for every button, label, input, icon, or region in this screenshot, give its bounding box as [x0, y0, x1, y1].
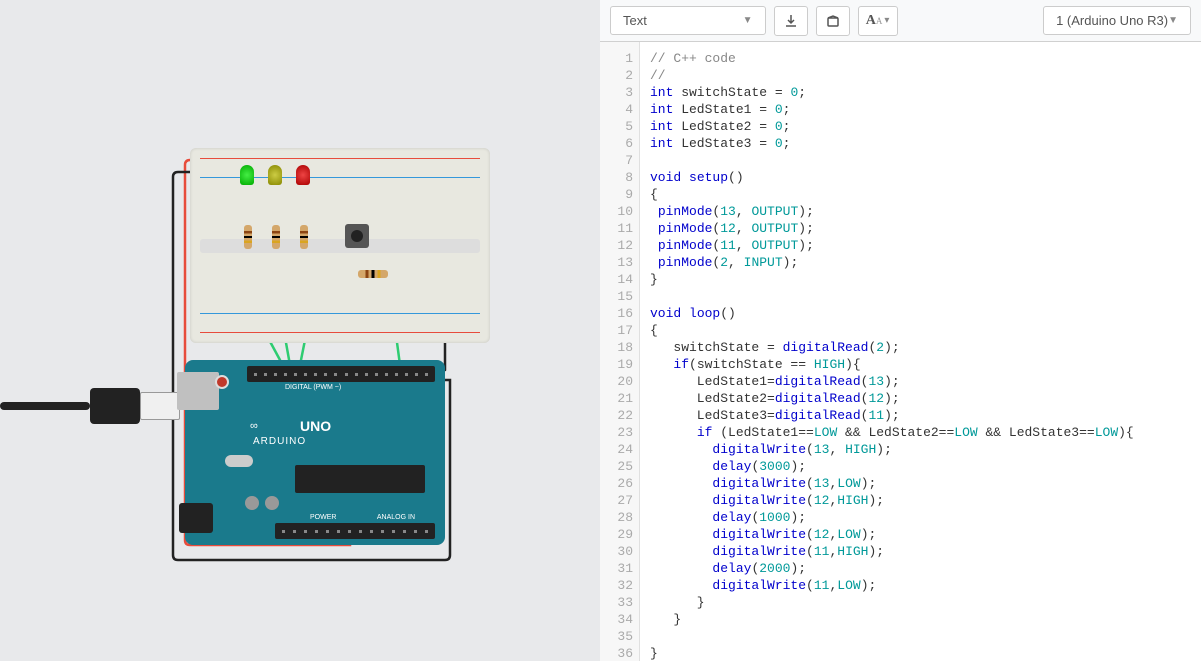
arduino-reset-button[interactable] — [215, 375, 229, 389]
arduino-power-jack — [179, 503, 213, 533]
arduino-digital-headers — [247, 366, 435, 382]
font-large-icon: A — [866, 13, 876, 29]
library-button[interactable] — [816, 6, 850, 36]
code-mode-dropdown[interactable]: Text ▼ — [610, 6, 766, 35]
caret-down-icon: ▾ — [884, 15, 889, 26]
download-button[interactable] — [774, 6, 808, 36]
code-content[interactable]: // C++ code//int switchState = 0;int Led… — [640, 42, 1201, 661]
library-icon — [826, 14, 840, 28]
arduino-digital-label: DIGITAL (PWM ~) — [285, 384, 341, 391]
arduino-capacitor — [265, 496, 279, 510]
arduino-uno-label: UNO — [300, 418, 331, 434]
led-red[interactable] — [296, 165, 310, 185]
breadboard[interactable] — [190, 148, 490, 343]
resistor-2[interactable] — [272, 225, 280, 249]
arduino-power-analog-headers — [275, 523, 435, 539]
pushbutton[interactable] — [345, 224, 369, 248]
arduino-uno[interactable]: ∞ UNO ARDUINO DIGITAL (PWM ~) POWER ANAL… — [185, 360, 445, 545]
font-small-icon: A — [876, 16, 883, 26]
arduino-logo-icon: ∞ — [250, 420, 258, 432]
breadboard-main — [200, 186, 480, 305]
arduino-usb-port — [177, 372, 219, 410]
resistor-3[interactable] — [300, 225, 308, 249]
usb-cable — [0, 388, 180, 424]
code-mode-label: Text — [623, 13, 647, 28]
led-yellow[interactable] — [268, 165, 282, 185]
code-toolbar: Text ▼ AA▾ 1 (Arduino Uno R3) ▼ — [600, 0, 1201, 42]
resistor-4[interactable] — [358, 270, 388, 278]
arduino-capacitor — [245, 496, 259, 510]
code-editor[interactable]: 1234567891011121314151617181920212223242… — [600, 42, 1201, 661]
resistor-1[interactable] — [244, 225, 252, 249]
arduino-atmega-chip — [295, 465, 425, 493]
breadboard-power-rail-bottom — [200, 311, 480, 335]
line-number-gutter: 1234567891011121314151617181920212223242… — [600, 42, 640, 661]
arduino-power-label: POWER — [310, 514, 336, 521]
arduino-analog-label: ANALOG IN — [377, 514, 415, 521]
download-icon — [784, 14, 798, 28]
circuit-canvas[interactable]: ∞ UNO ARDUINO DIGITAL (PWM ~) POWER ANAL… — [0, 0, 600, 661]
caret-down-icon: ▼ — [743, 15, 753, 26]
board-selector-dropdown[interactable]: 1 (Arduino Uno R3) ▼ — [1043, 6, 1191, 35]
code-panel: Text ▼ AA▾ 1 (Arduino Uno R3) ▼ 12345678… — [600, 0, 1201, 661]
board-selector-label: 1 (Arduino Uno R3) — [1056, 13, 1168, 28]
arduino-crystal — [225, 455, 253, 467]
caret-down-icon: ▼ — [1168, 15, 1178, 26]
led-green[interactable] — [240, 165, 254, 185]
font-size-button[interactable]: AA▾ — [858, 6, 898, 36]
arduino-brand-label: ARDUINO — [253, 436, 306, 447]
